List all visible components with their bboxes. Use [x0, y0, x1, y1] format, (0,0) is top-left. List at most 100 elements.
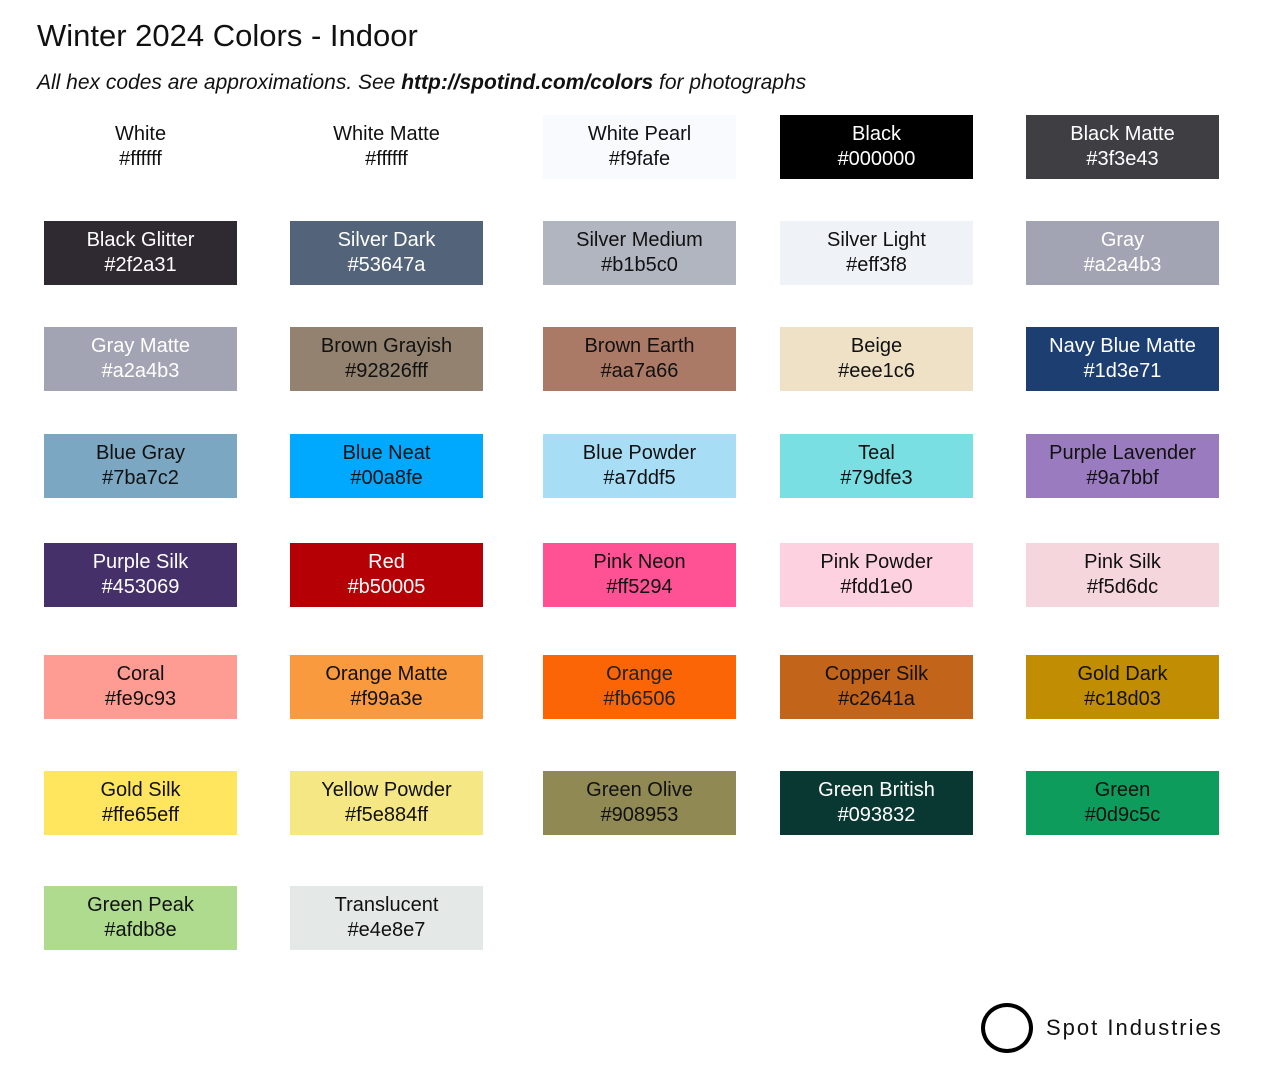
swatch-hex: #0d9c5c — [1084, 804, 1161, 826]
swatch-hex: #a7ddf5 — [603, 467, 676, 489]
swatch-name: White — [114, 123, 167, 145]
swatch-hex: #1d3e71 — [1083, 360, 1162, 382]
color-swatch: Orange Matte #f99a3e — [290, 655, 483, 719]
swatch-hex: #eff3f8 — [846, 254, 907, 276]
color-swatch: Silver Dark #53647a — [290, 221, 483, 285]
swatch-name: Orange — [606, 663, 673, 685]
swatch-name: Orange Matte — [325, 663, 448, 685]
swatch-name: Purple Lavender — [1049, 442, 1196, 464]
swatch-name: Green British — [818, 779, 935, 801]
swatch-hex: #ffffff — [119, 148, 162, 170]
color-swatch: Red #b50005 — [290, 543, 483, 607]
color-swatch: Green Peak #afdb8e — [44, 886, 237, 950]
color-swatch: Beige #eee1c6 — [780, 327, 973, 391]
swatch-name: Gold Dark — [1077, 663, 1168, 685]
color-swatch: Translucent #e4e8e7 — [290, 886, 483, 950]
swatch-name: Yellow Powder — [321, 779, 452, 801]
color-swatch: Purple Silk #453069 — [44, 543, 237, 607]
swatch-hex: #c18d03 — [1084, 688, 1161, 710]
color-swatch: Pink Silk #f5d6dc — [1026, 543, 1219, 607]
swatch-hex: #9a7bbf — [1086, 467, 1159, 489]
swatch-name: Beige — [850, 335, 903, 357]
color-swatch: Blue Neat #00a8fe — [290, 434, 483, 498]
swatch-name: Blue Neat — [342, 442, 431, 464]
color-swatch: Purple Lavender #9a7bbf — [1026, 434, 1219, 498]
color-swatch: Pink Powder #fdd1e0 — [780, 543, 973, 607]
logo-circle-icon — [981, 1003, 1033, 1053]
swatch-name: Coral — [116, 663, 165, 685]
swatch-hex: #fe9c93 — [104, 688, 177, 710]
swatch-name: Black Glitter — [86, 229, 195, 251]
swatch-hex: #f9fafe — [608, 148, 671, 170]
color-swatch: Black #000000 — [780, 115, 973, 179]
swatch-name: Silver Medium — [576, 229, 703, 251]
swatch-hex: #afdb8e — [104, 919, 177, 941]
swatch-name: Purple Silk — [92, 551, 189, 573]
color-swatch: Silver Light #eff3f8 — [780, 221, 973, 285]
swatch-hex: #453069 — [101, 576, 180, 598]
color-swatch: Pink Neon #ff5294 — [543, 543, 736, 607]
swatch-name: Teal — [858, 442, 895, 464]
color-swatch: Gold Dark #c18d03 — [1026, 655, 1219, 719]
swatch-hex: #eee1c6 — [838, 360, 915, 382]
color-swatch: Brown Earth #aa7a66 — [543, 327, 736, 391]
color-swatch: Gray #a2a4b3 — [1026, 221, 1219, 285]
color-swatch: Black Glitter #2f2a31 — [44, 221, 237, 285]
subtitle-text: All hex codes are approximations. See — [37, 71, 402, 94]
color-swatch: Blue Powder #a7ddf5 — [543, 434, 736, 498]
swatch-name: Copper Silk — [824, 663, 929, 685]
swatch-name: Gold Silk — [100, 779, 181, 801]
swatch-hex: #000000 — [837, 148, 916, 170]
color-swatch: Coral #fe9c93 — [44, 655, 237, 719]
color-swatch: Copper Silk #c2641a — [780, 655, 973, 719]
swatch-name: Green Peak — [87, 894, 194, 916]
swatch-hex: #b1b5c0 — [601, 254, 678, 276]
swatch-hex: #f5e884ff — [344, 804, 429, 826]
colors-link[interactable]: http://spotind.com/colors — [401, 71, 654, 94]
swatch-hex: #aa7a66 — [600, 360, 679, 382]
swatch-name: Blue Gray — [96, 442, 185, 464]
swatch-name: Red — [368, 551, 405, 573]
swatch-name: Black Matte — [1070, 123, 1175, 145]
color-swatch: Green British #093832 — [780, 771, 973, 835]
color-swatch: White Pearl #f9fafe — [543, 115, 736, 179]
color-swatch: White #ffffff — [44, 115, 237, 179]
swatch-name: Silver Dark — [337, 229, 436, 251]
swatch-name: Green Olive — [586, 779, 693, 801]
swatch-hex: #e4e8e7 — [347, 919, 426, 941]
swatch-name: Pink Powder — [820, 551, 933, 573]
swatch-hex: #92826fff — [345, 360, 428, 382]
page-subtitle: All hex codes are approximations. See ht… — [37, 71, 806, 95]
swatch-name: Blue Powder — [582, 442, 697, 464]
logo-text: Spot Industries — [1046, 1015, 1223, 1040]
color-swatch: Green #0d9c5c — [1026, 771, 1219, 835]
color-swatch: Gray Matte #a2a4b3 — [44, 327, 237, 391]
swatch-hex: #fb6506 — [603, 688, 676, 710]
swatch-name: Gray Matte — [91, 335, 190, 357]
swatch-hex: #b50005 — [347, 576, 426, 598]
color-swatch: Brown Grayish #92826fff — [290, 327, 483, 391]
swatch-name: Brown Earth — [584, 335, 695, 357]
swatch-hex: #f5d6dc — [1086, 576, 1159, 598]
swatch-hex: #fdd1e0 — [840, 576, 913, 598]
company-logo: Spot Industries — [981, 1003, 1223, 1053]
swatch-name: Green — [1094, 779, 1151, 801]
swatch-name: White Matte — [333, 123, 440, 145]
color-swatch: Navy Blue Matte #1d3e71 — [1026, 327, 1219, 391]
swatch-hex: #ffffff — [365, 148, 408, 170]
swatch-hex: #ffe65eff — [101, 804, 180, 826]
swatch-hex: #3f3e43 — [1086, 148, 1159, 170]
swatch-hex: #a2a4b3 — [1083, 254, 1162, 276]
swatch-name: Black — [852, 123, 901, 145]
color-swatch: Black Matte #3f3e43 — [1026, 115, 1219, 179]
swatch-hex: #53647a — [347, 254, 426, 276]
swatch-name: Pink Neon — [593, 551, 686, 573]
color-swatch: Teal #79dfe3 — [780, 434, 973, 498]
swatch-hex: #ff5294 — [606, 576, 673, 598]
color-swatch: White Matte #ffffff — [290, 115, 483, 179]
color-swatch: Green Olive #908953 — [543, 771, 736, 835]
color-swatch: Silver Medium #b1b5c0 — [543, 221, 736, 285]
swatch-hex: #79dfe3 — [840, 467, 913, 489]
swatch-hex: #f99a3e — [350, 688, 423, 710]
color-swatch: Blue Gray #7ba7c2 — [44, 434, 237, 498]
